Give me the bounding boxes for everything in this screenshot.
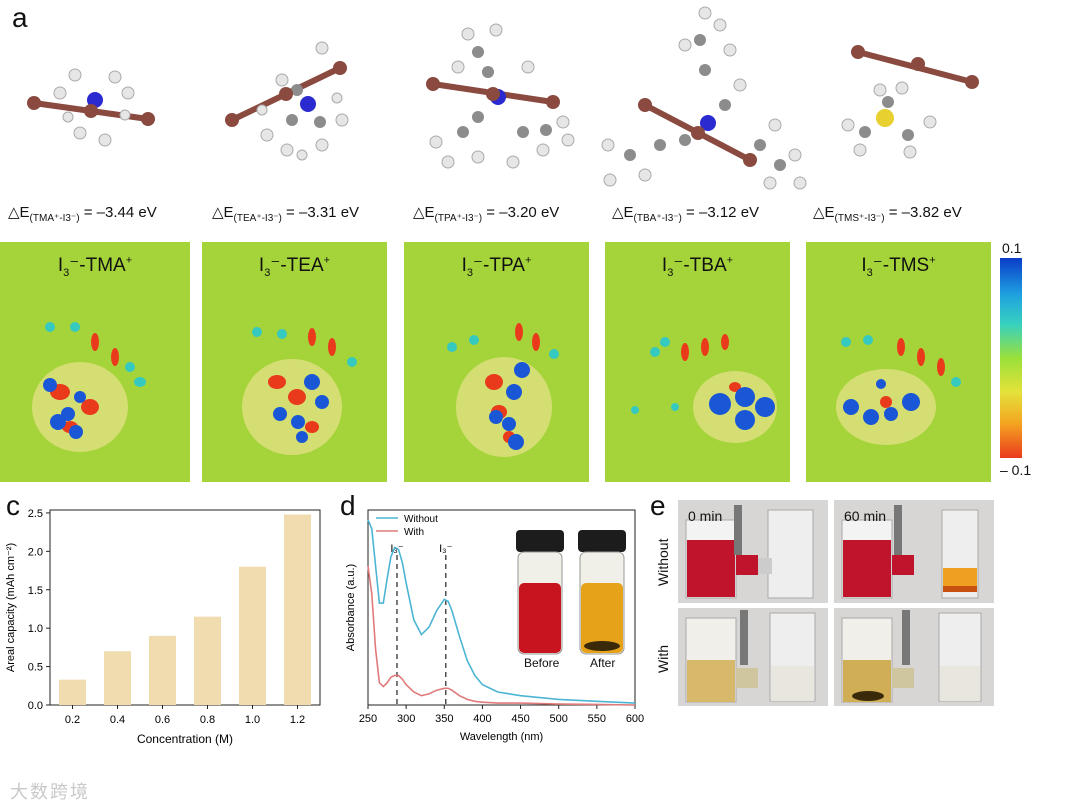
x-tick-label: 500 — [550, 713, 568, 725]
y-axis-label: Areal capacity (mAh cm⁻²) — [5, 543, 17, 672]
cdd-map-tpa: I3⁻-TPA+ — [404, 242, 589, 482]
cdd-map-tba: I3⁻-TBA+ — [605, 242, 790, 482]
vials — [516, 530, 626, 655]
vial-after-label: After — [590, 656, 616, 670]
map-lobes — [631, 334, 777, 443]
map-title: I3⁻-TBA+ — [661, 254, 734, 279]
bar — [284, 514, 311, 705]
x-tick-label: 250 — [359, 713, 377, 725]
x-tick-label: 300 — [397, 713, 415, 725]
colorbar-min-label: – 0.1 — [1000, 462, 1032, 478]
energy-tea: △E(TEA⁺-I3⁻) = –3.31 eV — [212, 204, 360, 224]
bar — [239, 566, 266, 705]
colorbar — [1000, 258, 1022, 458]
photo-with-60min — [834, 608, 994, 706]
x-tick-label: 350 — [435, 713, 453, 725]
x-tick-label: 450 — [511, 713, 529, 725]
colorbar-max-label: 0.1 — [1002, 240, 1022, 256]
peak-label: I₃⁻ — [439, 543, 453, 555]
y-axis-label: Absorbance (a.u.) — [345, 564, 357, 651]
map-title: I3⁻-TMA+ — [57, 254, 133, 279]
x-tick-label: 0.2 — [65, 714, 80, 726]
x-tick-label: 600 — [626, 713, 644, 725]
bar — [104, 651, 131, 705]
panel-d-label: d — [340, 490, 356, 521]
energy-tpa: △E(TPA⁺-I3⁻) = –3.20 eV — [413, 204, 560, 224]
x-axis-label: Wavelength (nm) — [460, 731, 543, 743]
legend-label-with: With — [404, 527, 424, 538]
areal-capacity-chart: 0.0 0.5 1.0 1.5 2.0 2.5 0.2 0.4 0.6 0.8 1.0 1.2 Conc… — [5, 508, 321, 746]
x-tick-label: 1.2 — [290, 714, 305, 726]
molecule-tea-i3 — [225, 41, 349, 161]
panel-e-label: e — [650, 490, 666, 521]
x-tick-label: 0.4 — [110, 714, 125, 726]
cdd-map-tms: I3⁻-TMS+ — [806, 242, 991, 482]
uv-vis-chart: 250 300 350 400 450 500 550 600 Wavelength (nm) A… — [345, 509, 644, 743]
y-tick-label: 0.5 — [28, 662, 43, 674]
x-tick-label: 400 — [473, 713, 491, 725]
map-lobes — [836, 335, 961, 445]
plot-frame — [49, 509, 321, 706]
y-tick-label: 1.0 — [28, 623, 43, 635]
photo-without-0min: 0 min — [678, 500, 828, 603]
map-lobes — [32, 322, 146, 452]
series-line-without — [367, 519, 636, 704]
x-tick-label: 0.8 — [200, 714, 215, 726]
y-tick-label: 2.0 — [28, 546, 43, 558]
vial-before-liquid — [519, 583, 561, 653]
molecule-tms-i3 — [841, 45, 979, 159]
molecule-tpa-i3 — [426, 23, 575, 169]
bar — [194, 616, 221, 705]
x-tick-label: 0.6 — [155, 714, 170, 726]
y-tick-label: 0.0 — [28, 700, 43, 712]
photo-with-0min — [678, 608, 828, 706]
bar — [149, 635, 176, 705]
photo-without-60min: 60 min — [834, 500, 994, 603]
x-tick-label: 1.0 — [245, 714, 260, 726]
vial-before-label: Before — [524, 656, 560, 670]
x-tick-label: 550 — [588, 713, 606, 725]
y-tick-label: 2.5 — [28, 508, 43, 520]
series-line-with — [367, 565, 636, 706]
map-title: I3⁻-TPA+ — [461, 254, 532, 279]
vial-after-liquid — [581, 583, 623, 653]
map-title: I3⁻-TMS+ — [861, 254, 936, 279]
y-tick-label: 1.5 — [28, 585, 43, 597]
panel-a-label: a — [12, 2, 28, 33]
molecule-tma-i3 — [27, 68, 155, 147]
energy-tba: △E(TBA⁺-I3⁻) = –3.12 eV — [612, 204, 760, 224]
legend-label-without: Without — [404, 514, 438, 525]
time-label-0min: 0 min — [688, 508, 723, 524]
molecule-tba-i3 — [601, 6, 807, 190]
x-axis-label: Concentration (M) — [137, 732, 233, 746]
cdd-map-tma: I3⁻-TMA+ — [0, 242, 190, 482]
bar — [59, 679, 86, 705]
cdd-map-tea: I3⁻-TEA+ — [202, 242, 387, 482]
time-label-60min: 60 min — [844, 508, 887, 524]
energy-tma: △E(TMA⁺-I3⁻) = –3.44 eV — [8, 204, 157, 224]
row-label-with: With — [655, 645, 671, 673]
row-label-without: Without — [655, 538, 671, 586]
map-title: I3⁻-TEA+ — [258, 254, 331, 279]
energy-tms: △E(TMS⁺-I3⁻) = –3.82 eV — [813, 204, 962, 224]
map-lobes — [242, 327, 357, 455]
watermark: 大数跨境 — [10, 782, 90, 802]
plot-frame — [367, 509, 636, 706]
panel-c-label: c — [6, 490, 20, 521]
map-lobes — [447, 323, 559, 457]
vial-inset: Before After — [512, 528, 630, 678]
